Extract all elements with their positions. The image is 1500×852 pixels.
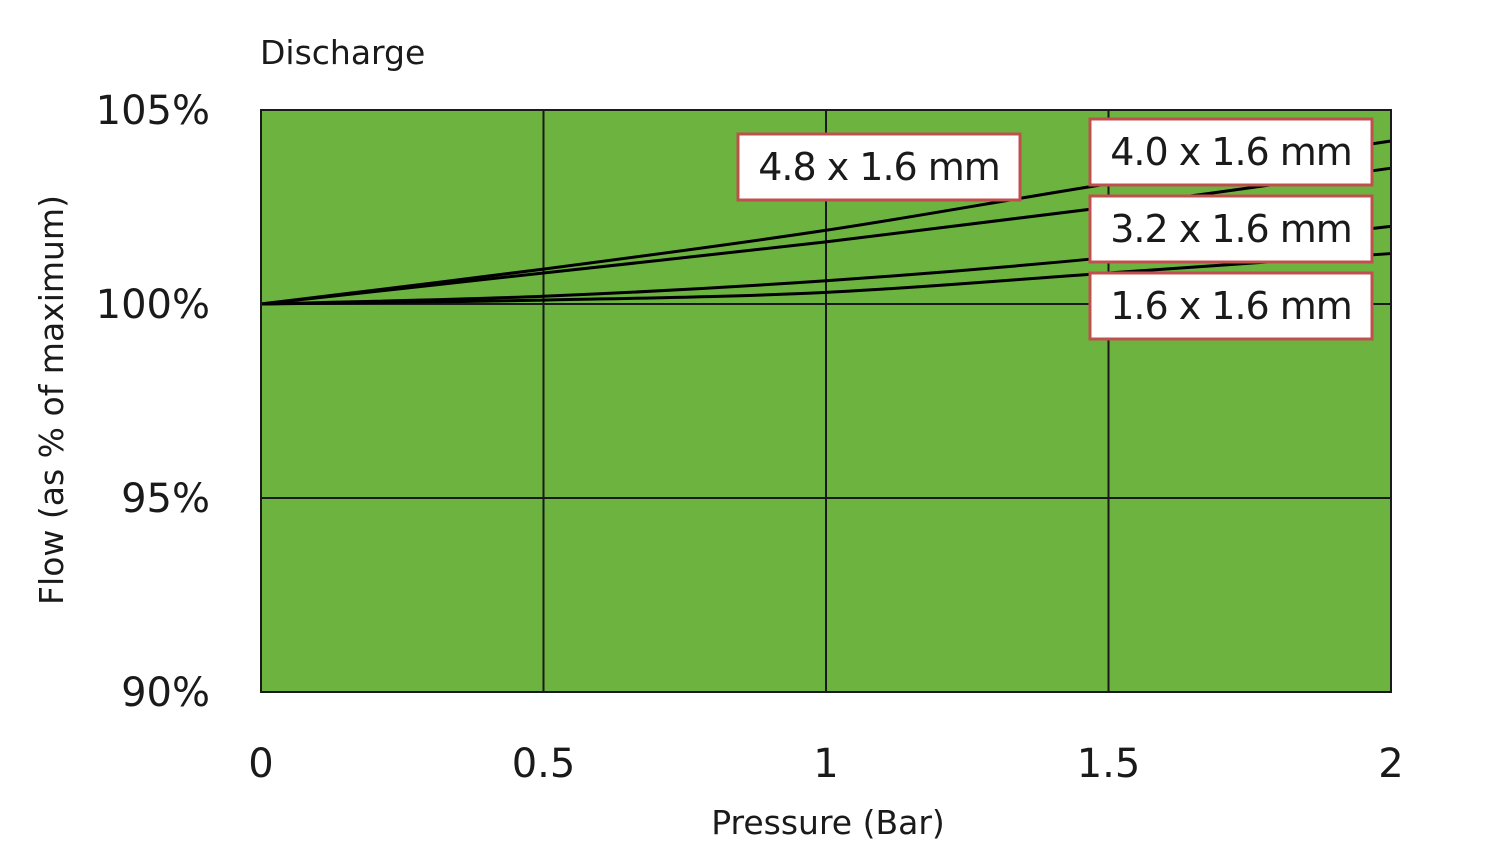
x-tick-label: 0 (248, 741, 273, 787)
y-tick-label: 100% (96, 282, 210, 328)
series-label-box (736, 132, 1022, 202)
series-line (260, 166, 1392, 306)
y-tick-label: 105% (96, 88, 210, 134)
chart-subtitle: Discharge (260, 33, 425, 72)
y-tick-labels: 90% 95% 100% 105% (96, 88, 210, 716)
series-label-box (1088, 117, 1374, 187)
series-label-text: 1.6 x 1.6 mm (1110, 284, 1352, 328)
x-tick-label: 1.5 (1077, 741, 1141, 787)
x-tick-label: 1 (813, 741, 838, 787)
y-axis-title: Flow (as % of maximum) (32, 195, 71, 605)
series-label-text: 3.2 x 1.6 mm (1110, 207, 1352, 251)
series-label-text: 4.0 x 1.6 mm (1110, 130, 1352, 174)
x-tick-label: 0.5 (512, 741, 576, 787)
plot-border (260, 109, 1392, 693)
series-label-box (1088, 194, 1374, 264)
x-tick-label: 2 (1378, 741, 1403, 787)
series-label-box (1088, 271, 1374, 341)
series-label-text: 4.8 x 1.6 mm (758, 145, 1000, 189)
series-label: 4.0 x 1.6 mm (1088, 117, 1374, 187)
series-label: 1.6 x 1.6 mm (1088, 271, 1374, 341)
x-tick-labels: 0 0.5 1 1.5 2 (248, 741, 1403, 787)
series-label: 4.8 x 1.6 mm (736, 132, 1022, 202)
series-line (260, 252, 1392, 306)
series-label: 3.2 x 1.6 mm (1088, 194, 1374, 264)
series-labels: 4.8 x 1.6 mm 4.0 x 1.6 mm 3.2 x 1.6 mm 1.6 … (736, 117, 1374, 341)
y-tick-label: 95% (121, 476, 210, 522)
x-axis-title: Pressure (Bar) (711, 803, 945, 842)
y-tick-label: 90% (121, 670, 210, 716)
